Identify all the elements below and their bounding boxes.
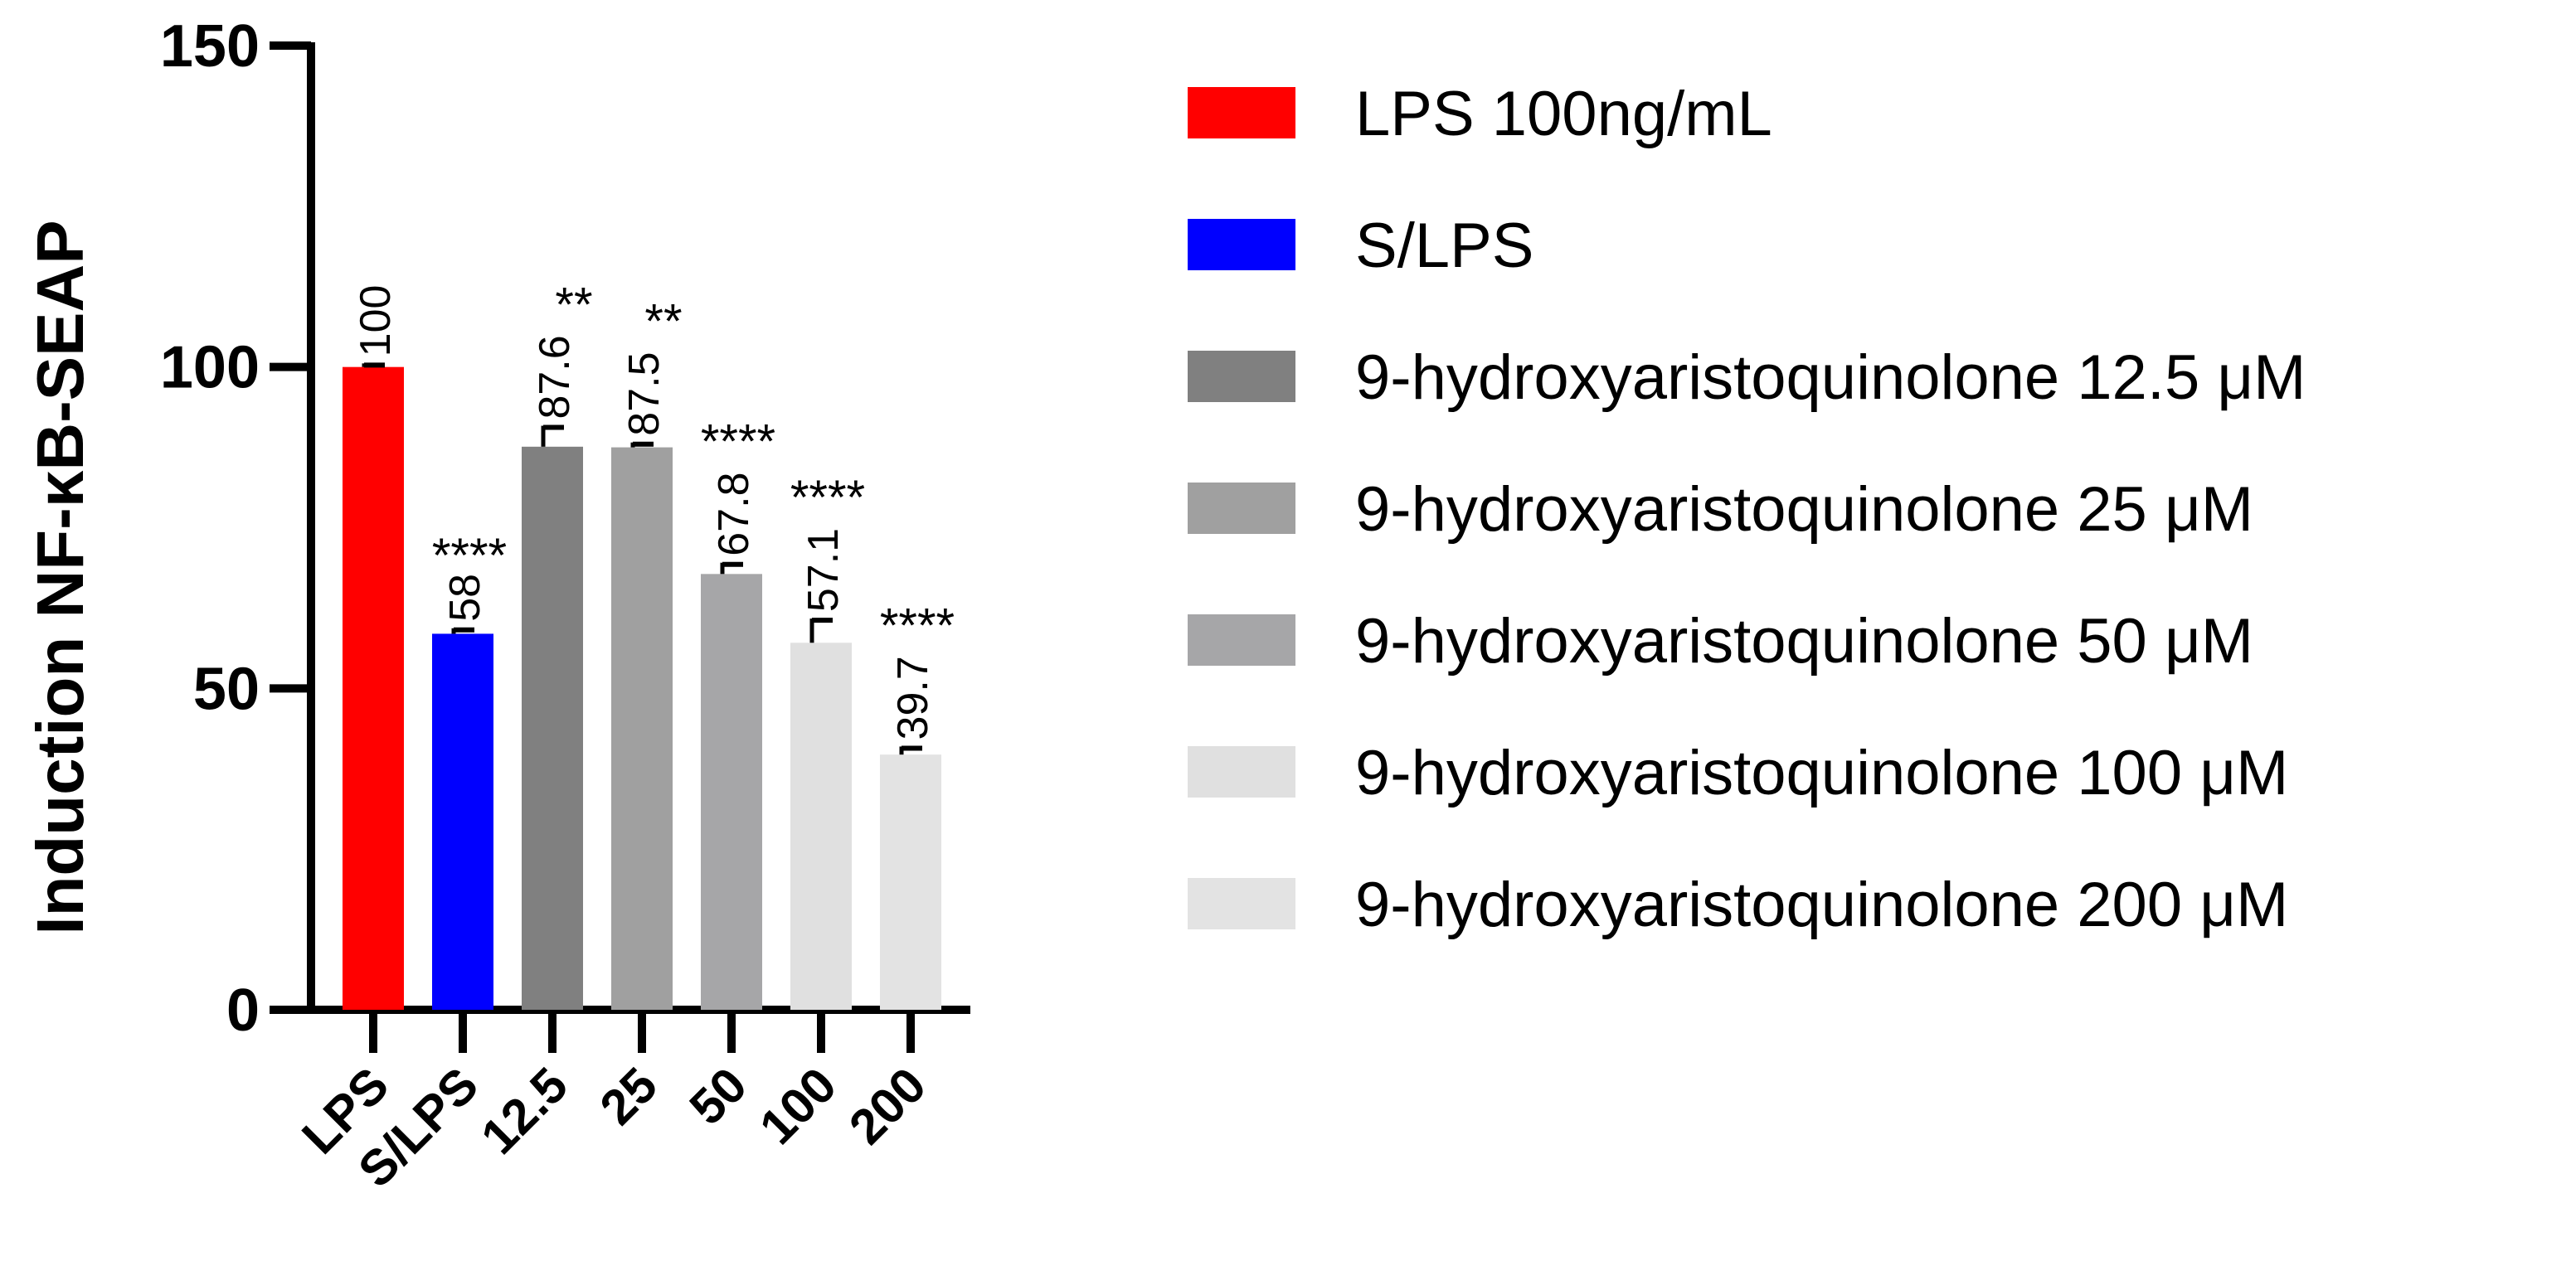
data-label: 67.8 xyxy=(710,472,758,555)
x-tick-label: 50 xyxy=(679,1057,758,1136)
significance-marker: ** xyxy=(644,295,682,349)
legend-swatch xyxy=(1188,483,1295,534)
legend-swatch xyxy=(1188,87,1295,138)
data-label: 57.1 xyxy=(800,528,848,612)
bar-S/LPS xyxy=(432,633,493,1010)
significance-marker: **** xyxy=(790,471,865,525)
y-axis-title: Induction NF-κB-SEAP xyxy=(23,220,97,934)
legend-swatch xyxy=(1188,219,1295,270)
legend-label: 9-hydroxyaristoquinolone 100 μM xyxy=(1355,738,2288,808)
data-label: 58 xyxy=(441,574,489,622)
y-tick-label: 50 xyxy=(193,656,260,722)
legend-label: 9-hydroxyaristoquinolone 200 μM xyxy=(1355,870,2288,940)
legend-label: S/LPS xyxy=(1355,211,1533,281)
x-tick-label: 25 xyxy=(590,1057,668,1136)
x-tick-label: 12.5 xyxy=(470,1057,578,1165)
bar-100 xyxy=(790,643,852,1010)
x-tick-label: 200 xyxy=(838,1057,936,1155)
legend: LPS 100ng/mL S/LPS 9-hydroxyaristoquinolon… xyxy=(1188,79,2306,940)
legend-swatch xyxy=(1188,878,1295,929)
bar-LPS xyxy=(343,366,404,1011)
legend-label: LPS 100ng/mL xyxy=(1355,79,1772,149)
y-tick-label: 100 xyxy=(160,335,260,401)
legend-swatch xyxy=(1188,746,1295,798)
data-label: 87.6 xyxy=(531,335,579,419)
significance-marker: ** xyxy=(555,279,592,332)
y-tick-label: 150 xyxy=(160,13,260,80)
bar-200 xyxy=(880,754,941,1010)
legend-label: 9-hydroxyaristoquinolone 50 μM xyxy=(1355,606,2253,677)
bar-50 xyxy=(701,574,762,1010)
y-tick-label: 0 xyxy=(226,977,260,1044)
legend-swatch xyxy=(1188,351,1295,402)
significance-marker: **** xyxy=(701,415,775,469)
x-tick-label: 100 xyxy=(749,1057,847,1155)
bars xyxy=(343,362,941,1011)
data-label: 100 xyxy=(352,285,400,357)
data-label: 87.5 xyxy=(620,352,668,435)
legend-label: 9-hydroxyaristoquinolone 25 μM xyxy=(1355,474,2253,545)
data-label: 39.7 xyxy=(889,656,937,740)
significance-marker: **** xyxy=(880,599,955,652)
bar-12.5 xyxy=(522,446,583,1010)
significance-marker: **** xyxy=(432,529,507,583)
data-labels: 10058****87.6**87.5**67.8****57.1****39.… xyxy=(352,279,955,740)
legend-swatch xyxy=(1188,614,1295,666)
bar-25 xyxy=(611,447,673,1010)
legend-label: 9-hydroxyaristoquinolone 12.5 μM xyxy=(1355,342,2306,413)
